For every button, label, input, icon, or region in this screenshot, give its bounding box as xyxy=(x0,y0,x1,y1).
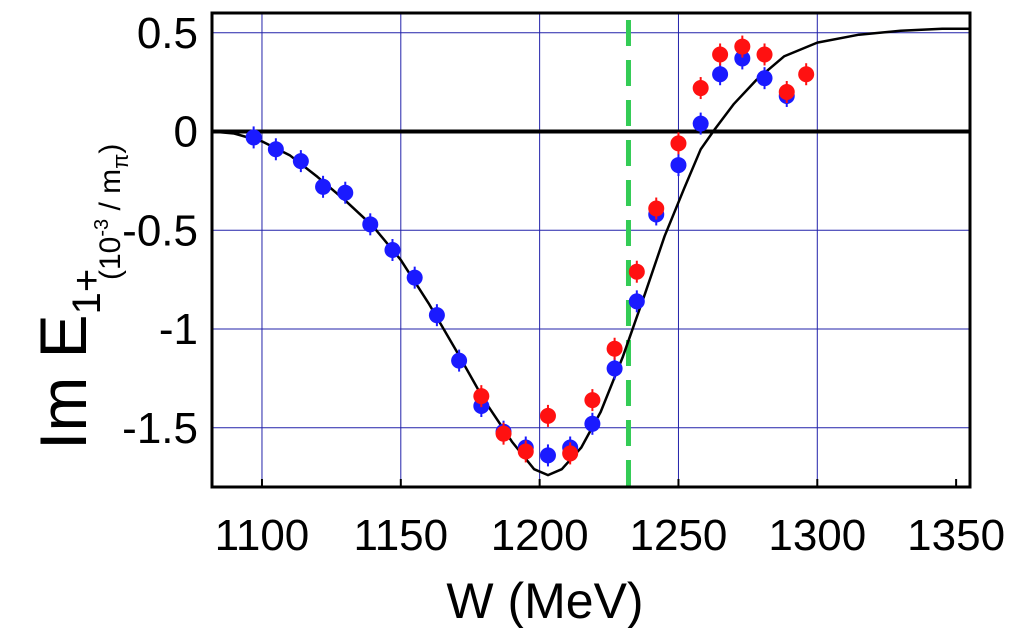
data-point xyxy=(517,443,534,460)
y-axis-label-main: Im E xyxy=(26,314,100,450)
unit-open: (10 xyxy=(94,237,127,280)
data-point xyxy=(315,178,332,195)
data-point xyxy=(734,38,751,55)
data-point xyxy=(384,242,401,258)
x-tick-label: 1100 xyxy=(215,511,310,560)
data-point xyxy=(562,445,579,462)
data-point xyxy=(606,360,623,377)
data-point xyxy=(692,115,709,132)
grid-layer xyxy=(212,13,970,487)
y-tick-label: 0 xyxy=(174,108,198,157)
data-point xyxy=(495,425,512,442)
unit-exponent: -3 xyxy=(91,219,113,237)
data-point xyxy=(798,66,815,83)
data-point xyxy=(712,66,729,83)
x-tick-labels: 1100 1150 1200 1250 1300 1350 xyxy=(215,479,1005,560)
data-point xyxy=(670,135,687,152)
data-point xyxy=(539,407,556,424)
y-tick-labels: 0.5 0 -0.5 -1 -1.5 xyxy=(122,9,198,453)
y-axis-label: Im E1+ xyxy=(26,269,109,450)
x-tick-label: 1300 xyxy=(768,511,866,560)
x-tick-label: 1250 xyxy=(630,511,728,560)
y-tick-label: -1 xyxy=(159,305,198,354)
reference-layer xyxy=(212,20,970,497)
model-curve xyxy=(211,27,970,477)
plot-frame xyxy=(210,11,972,489)
data-point xyxy=(756,70,773,87)
x-tick-label: 1200 xyxy=(491,511,589,560)
data-point xyxy=(734,50,751,67)
data-point xyxy=(292,153,309,170)
data-point xyxy=(451,352,468,369)
x-axis-label: W (MeV) xyxy=(446,573,643,628)
data-point xyxy=(245,129,262,146)
data-point xyxy=(428,307,445,324)
unit-subscript: π xyxy=(108,154,133,169)
curve-layer xyxy=(211,27,970,477)
data-point xyxy=(473,388,490,405)
data-point xyxy=(628,293,645,310)
data-point xyxy=(670,157,687,174)
data-point xyxy=(406,269,423,286)
red-series xyxy=(473,35,815,465)
data-point xyxy=(712,46,729,63)
data-point xyxy=(778,84,795,100)
points-layer xyxy=(245,35,815,467)
data-point xyxy=(584,392,601,409)
y-axis-label-subscript: 1+ xyxy=(65,269,109,315)
y-axis-unit-label: (10-3 / mπ) xyxy=(91,144,133,280)
data-point xyxy=(539,447,556,464)
data-point xyxy=(648,200,665,217)
data-point xyxy=(267,141,284,158)
svg-text:(10-3 / mπ): (10-3 / mπ) xyxy=(91,144,133,280)
unit-mid: / m xyxy=(94,169,127,219)
unit-close: ) xyxy=(94,144,127,154)
x-tick-label: 1150 xyxy=(353,511,448,560)
data-point xyxy=(692,80,709,97)
y-tick-label: -0.5 xyxy=(122,206,198,255)
data-point xyxy=(628,263,645,280)
x-tick-label: 1350 xyxy=(907,511,1005,560)
data-point xyxy=(584,415,601,432)
data-point xyxy=(756,46,773,63)
svg-text:Im E1+: Im E1+ xyxy=(26,269,109,450)
data-point xyxy=(362,216,379,233)
y-tick-label: -1.5 xyxy=(122,404,198,453)
data-point xyxy=(337,184,354,201)
data-point xyxy=(606,340,623,357)
y-tick-label: 0.5 xyxy=(137,9,198,58)
blue-series xyxy=(245,47,795,467)
